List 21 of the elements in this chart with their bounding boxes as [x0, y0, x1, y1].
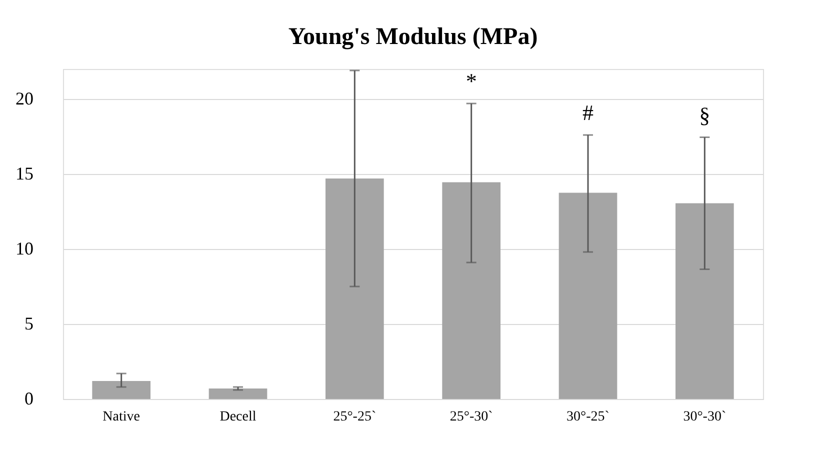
chart-title: Young's Modulus (MPa) [288, 24, 538, 50]
y-tick-label: 15 [16, 164, 34, 184]
y-tick-label: 20 [16, 88, 34, 108]
bar [442, 182, 500, 399]
bar [326, 178, 384, 399]
annotation: # [582, 100, 594, 125]
bar [208, 388, 268, 399]
x-tick-label: 30°-30` [683, 410, 726, 424]
bar [558, 192, 618, 399]
y-tick-label: 10 [16, 238, 34, 258]
bar [676, 203, 734, 399]
x-tick-label: 25°-30` [450, 410, 493, 424]
x-tick-label: Decell [220, 410, 256, 424]
bar [92, 381, 150, 399]
y-tick-label: 0 [24, 388, 34, 408]
x-tick-label: 25°-25` [333, 410, 376, 424]
y-tick-label: 5 [24, 314, 34, 334]
x-tick-label: Native [102, 410, 140, 424]
x-tick-label: 30°-25` [566, 410, 610, 424]
annotation: * [466, 68, 477, 94]
annotation: § [699, 102, 710, 128]
